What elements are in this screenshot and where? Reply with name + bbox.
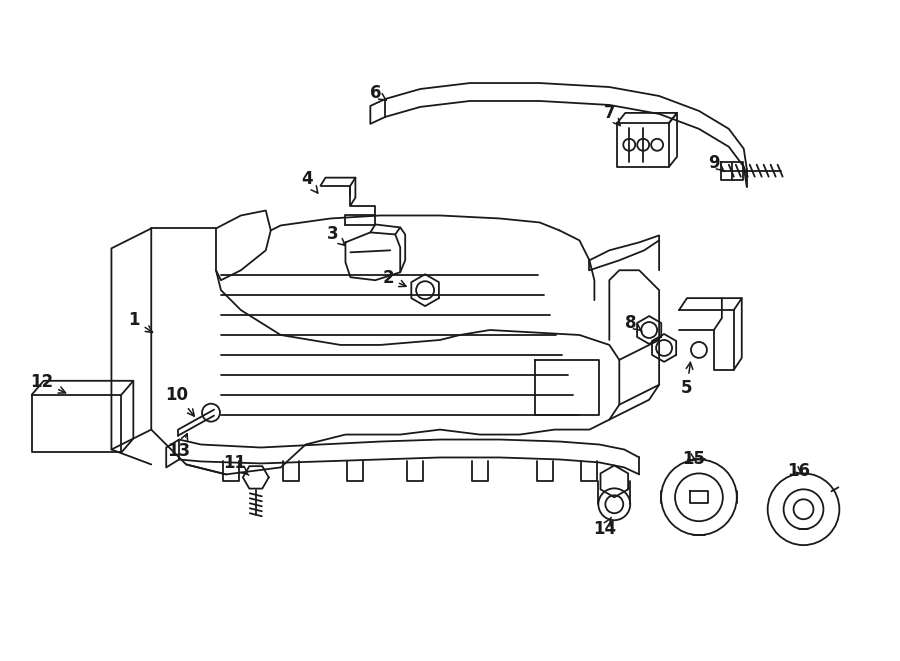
Text: 2: 2	[382, 269, 406, 288]
Text: 13: 13	[167, 434, 191, 461]
Text: 15: 15	[682, 450, 706, 469]
Text: 16: 16	[787, 463, 810, 481]
Text: 1: 1	[129, 311, 152, 332]
Text: 9: 9	[708, 154, 725, 172]
Text: 8: 8	[626, 314, 642, 332]
Text: 6: 6	[370, 84, 386, 102]
Text: 7: 7	[604, 104, 620, 126]
Text: 11: 11	[223, 455, 248, 475]
Text: 3: 3	[327, 225, 345, 245]
Text: 10: 10	[166, 386, 194, 416]
Text: 4: 4	[301, 170, 318, 193]
Text: 5: 5	[681, 362, 693, 397]
Text: 12: 12	[31, 373, 66, 393]
Text: 14: 14	[593, 518, 616, 538]
